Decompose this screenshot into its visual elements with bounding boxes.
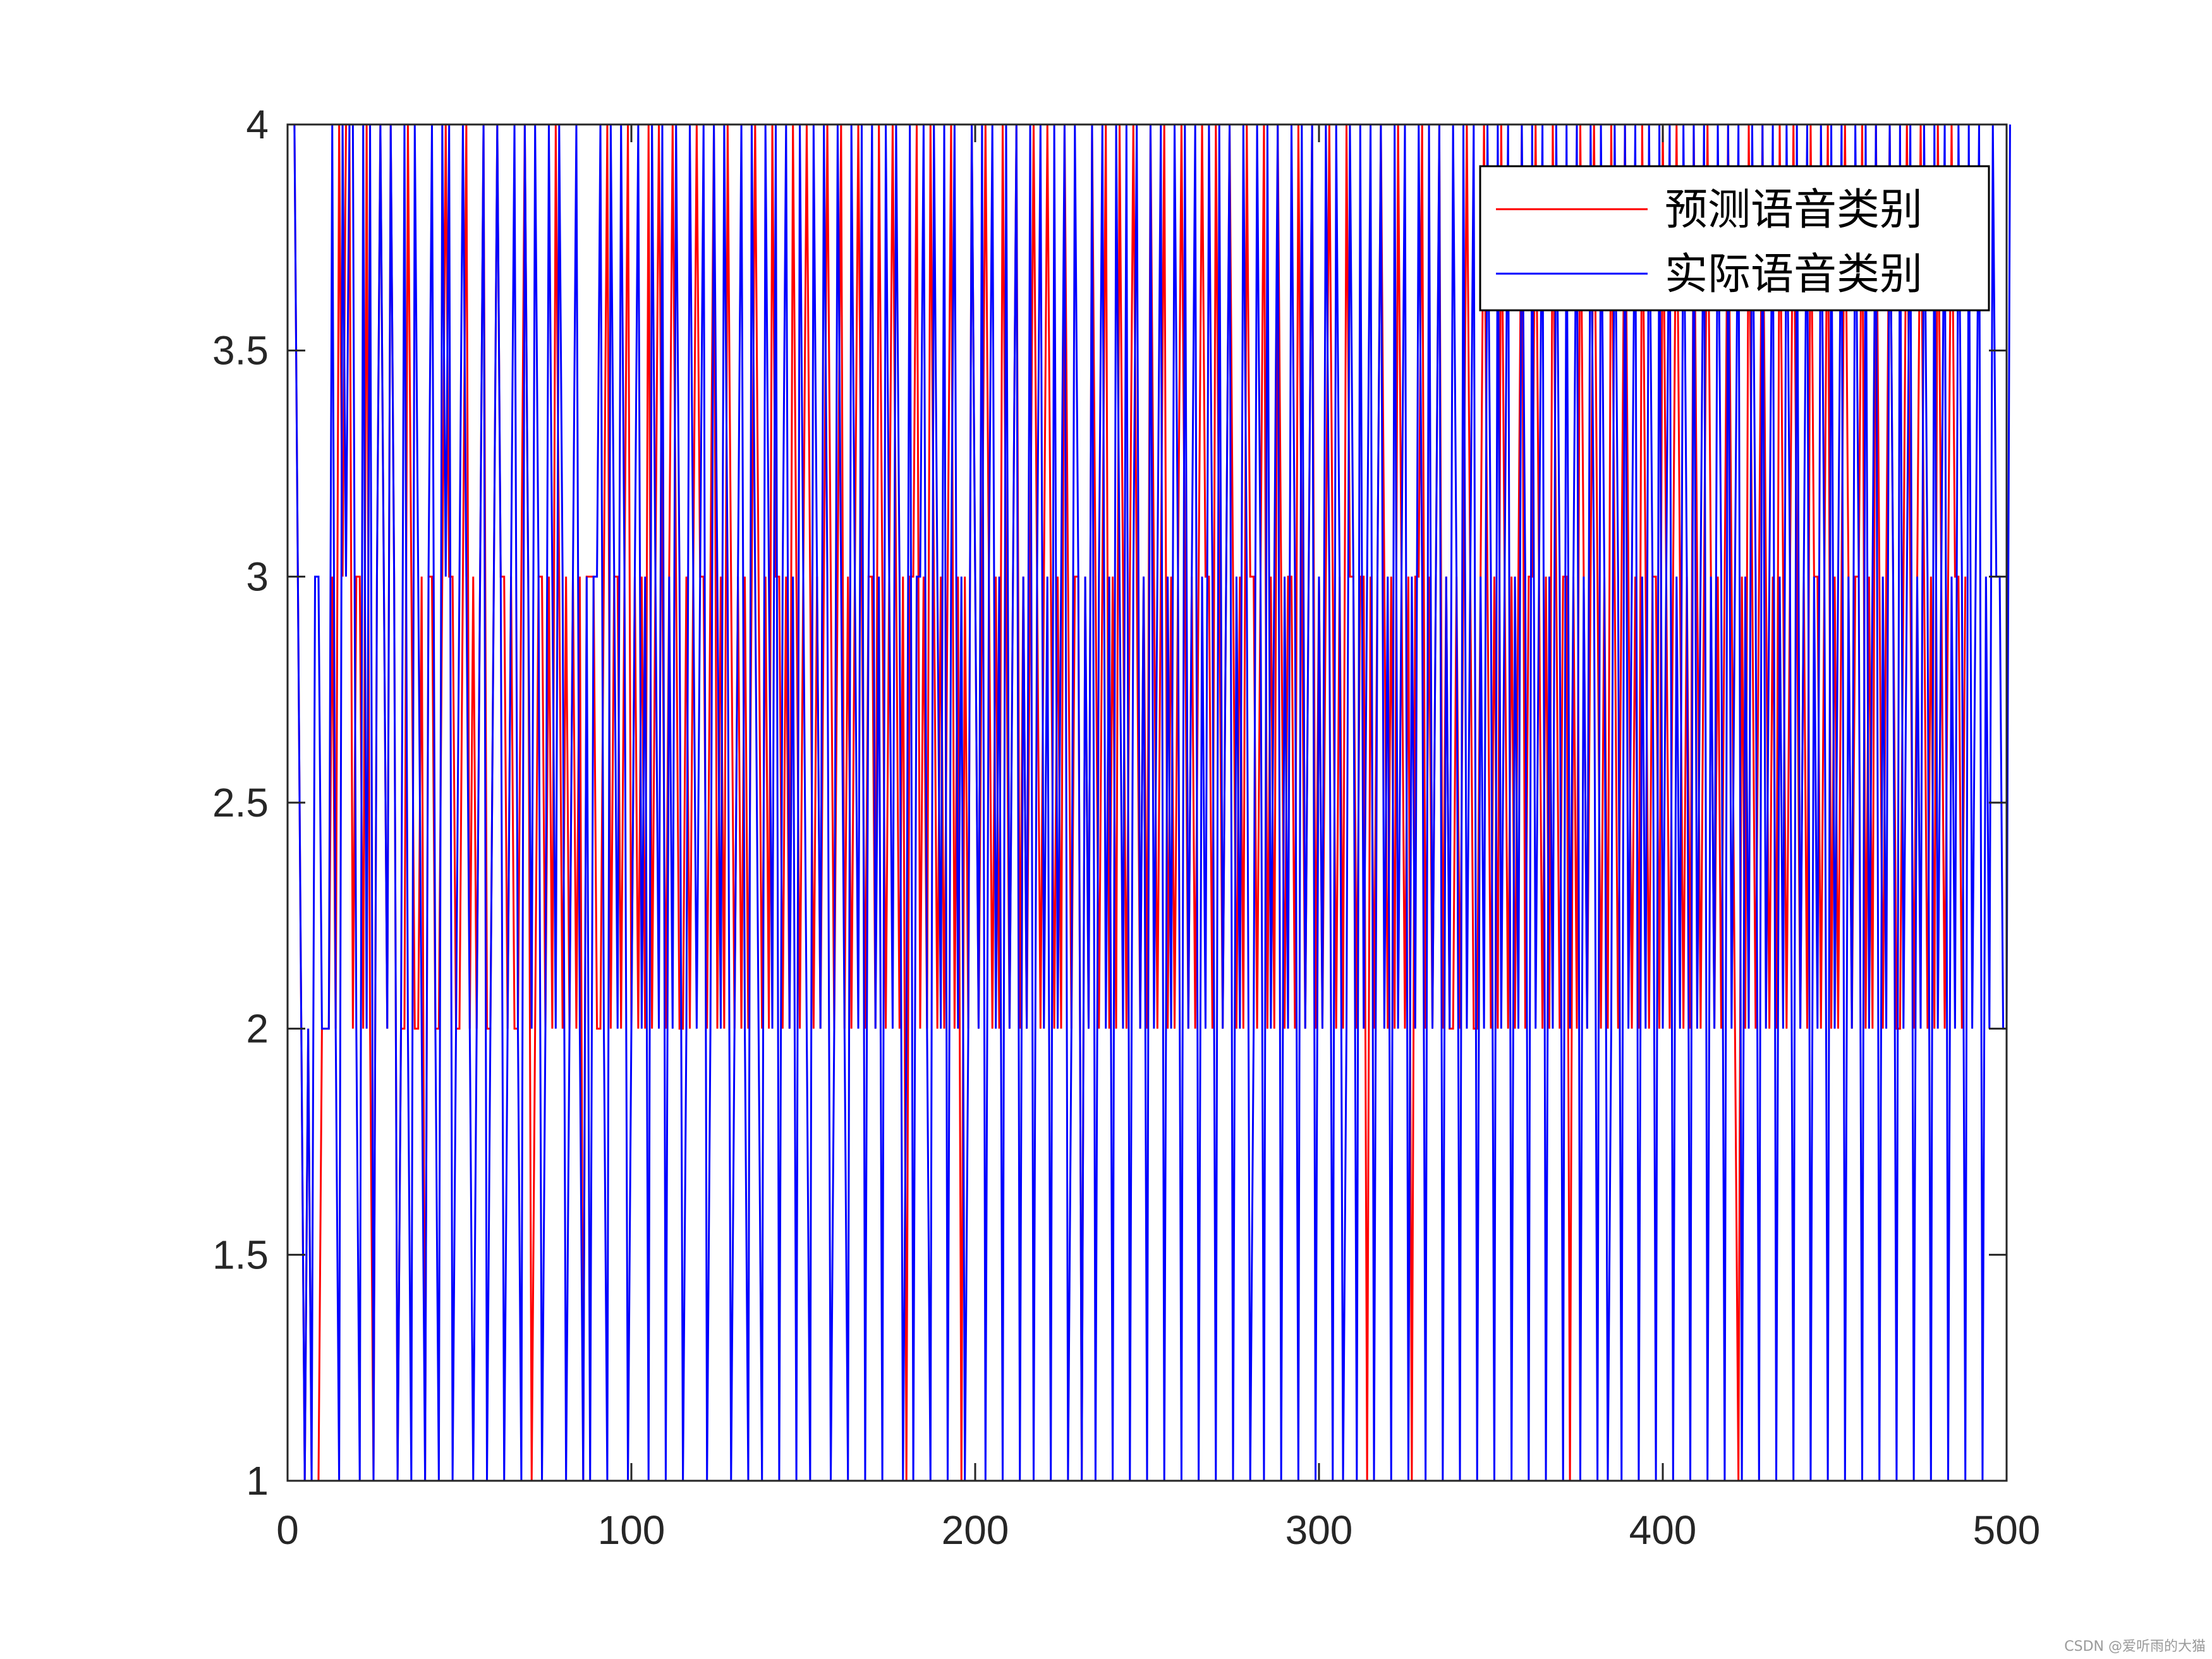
legend: 预测语音类别 实际语音类别 bbox=[1479, 165, 1990, 312]
x-tick-label: 100 bbox=[598, 1507, 665, 1553]
x-tick-label: 300 bbox=[1285, 1507, 1353, 1553]
y-tick-label: 3 bbox=[246, 554, 269, 599]
axes-box bbox=[286, 123, 2008, 1482]
legend-label-actual: 实际语音类别 bbox=[1665, 250, 1923, 300]
y-tick-label: 1 bbox=[246, 1458, 269, 1504]
x-tick-label: 400 bbox=[1629, 1507, 1697, 1553]
watermark: CSDN @爱听雨的大猫 bbox=[2064, 1639, 2206, 1655]
y-tick-label: 2 bbox=[246, 1006, 269, 1052]
y-tick-labels: 1 1.5 2 2.5 3 3.5 4 bbox=[212, 102, 269, 1504]
ticks-layer bbox=[286, 123, 2008, 1482]
y-tick-label: 4 bbox=[246, 102, 269, 147]
x-tick-label: 500 bbox=[1973, 1507, 2041, 1553]
legend-label-predicted: 预测语音类别 bbox=[1665, 185, 1923, 235]
legend-box bbox=[1479, 165, 1990, 312]
y-tick-label: 1.5 bbox=[212, 1232, 269, 1277]
y-tick-label: 3.5 bbox=[212, 328, 269, 374]
y-tick-label: 2.5 bbox=[212, 780, 269, 825]
x-tick-label: 200 bbox=[942, 1507, 1009, 1553]
x-tick-labels: 0 100 200 300 400 500 bbox=[276, 1507, 2040, 1553]
x-tick-label: 0 bbox=[276, 1507, 299, 1553]
